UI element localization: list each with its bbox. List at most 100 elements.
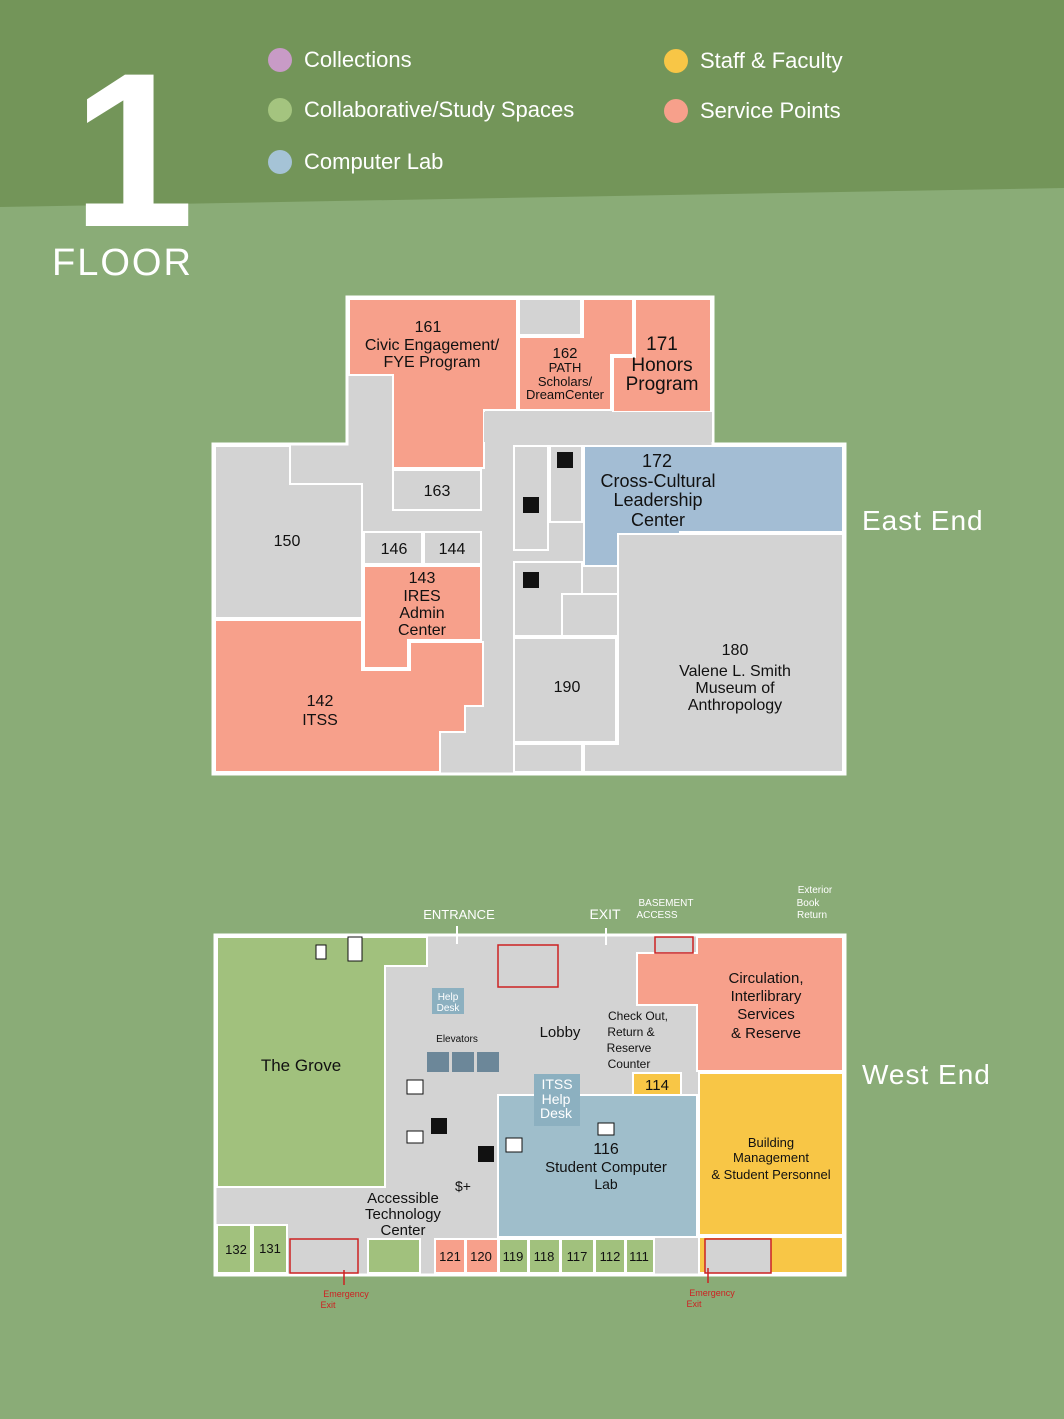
label-118: 118 [534, 1249, 555, 1264]
label-161-a: Civic Engagement/ [365, 337, 500, 354]
room-131[interactable] [252, 1224, 288, 1274]
room-150[interactable] [214, 445, 363, 619]
label-162-num: 162 [552, 345, 577, 362]
all-gender-restroom-icon [523, 572, 539, 588]
room-144[interactable] [423, 531, 482, 565]
basement-label-b: ACCESS [636, 910, 677, 921]
legend-study: Collaborative/Study Spaces [268, 97, 574, 123]
printer-icon [406, 1079, 424, 1095]
west-end-label: West End [862, 1059, 991, 1090]
west-end-plan: ENTRANCE EXIT BASEMENT ACCESS Exterior B… [213, 885, 847, 1310]
elevator-icon [477, 1052, 499, 1072]
collections-dot-icon [268, 48, 292, 72]
room-132[interactable] [216, 1224, 252, 1274]
legend-label: Staff & Faculty [700, 48, 843, 73]
label-172-a: Cross-Cultural [600, 471, 715, 491]
book-return-c: Return [797, 910, 827, 921]
emergency-right-a: Emergency [689, 1288, 735, 1298]
legend-label: Computer Lab [304, 149, 444, 174]
label-161-b: FYE Program [384, 354, 481, 371]
label-143-num: 143 [409, 570, 436, 587]
entrance-label: ENTRANCE [423, 907, 495, 922]
label-162-b: Scholars/ [538, 374, 593, 389]
emergency-left-a: Emergency [323, 1289, 369, 1299]
label-180-c: Anthropology [688, 697, 782, 714]
itss-help-c: Desk [540, 1105, 573, 1121]
accessible-c: Center [380, 1222, 425, 1239]
legend-label: Service Points [700, 98, 841, 123]
building-management[interactable] [698, 1072, 844, 1236]
itss-help-desk[interactable] [534, 1074, 580, 1126]
label-116-b: Lab [594, 1176, 618, 1192]
checkout-d: Counter [608, 1057, 651, 1071]
label-150: 150 [274, 533, 301, 550]
label-143-a: IRES [403, 588, 440, 605]
printer-icon [505, 1137, 523, 1153]
label-161-num: 161 [415, 319, 442, 336]
room-146[interactable] [363, 531, 423, 565]
help-desk-b: Desk [437, 1003, 461, 1014]
room-190[interactable] [513, 637, 617, 743]
label-180-num: 180 [722, 642, 749, 659]
east-end-label: East End [862, 505, 984, 536]
phone-icon [315, 944, 327, 960]
grove-label: The Grove [261, 1056, 341, 1075]
checkout-a: Check Out, [608, 1009, 668, 1023]
restroom-icon [523, 497, 539, 513]
label-171-a: Honors [631, 355, 692, 376]
label-132: 132 [225, 1242, 247, 1257]
room-117[interactable] [560, 1238, 595, 1274]
room-161[interactable] [348, 298, 518, 469]
room-111[interactable] [625, 1238, 655, 1274]
legend-label: Collections [304, 47, 412, 72]
restroom-icon [557, 452, 573, 468]
room-163[interactable] [392, 469, 482, 511]
checkout-b: Return & [607, 1025, 654, 1039]
add-value-label: $+ [455, 1178, 471, 1194]
basement-stairs-icon [654, 936, 694, 954]
staff-dot-icon [664, 49, 688, 73]
label-163: 163 [424, 483, 451, 500]
accessible-a: Accessible [367, 1190, 439, 1207]
itss-help-a: ITSS [541, 1076, 572, 1092]
room-116[interactable] [497, 1094, 698, 1238]
room-142[interactable] [214, 619, 484, 773]
label-172-num: 172 [642, 451, 672, 471]
elevators-label: Elevators [436, 1034, 478, 1045]
label-162-a: PATH [549, 360, 582, 375]
the-grove[interactable] [216, 936, 428, 1188]
lobby-label: Lobby [540, 1024, 581, 1041]
label-121: 121 [439, 1249, 461, 1264]
book-return-a: Exterior [798, 885, 833, 896]
label-144: 144 [439, 541, 466, 558]
emergency-right-b: Exit [686, 1299, 702, 1309]
label-117: 117 [567, 1249, 588, 1264]
help-desk-a: Help [438, 992, 459, 1003]
emergency-left-b: Exit [320, 1300, 336, 1310]
room-162[interactable] [518, 298, 634, 411]
elevator-icon [427, 1052, 449, 1072]
basement-label-a: BASEMENT [638, 898, 693, 909]
label-162-c: DreamCenter [526, 387, 605, 402]
label-171-num: 171 [646, 334, 678, 355]
legend-label: Collaborative/Study Spaces [304, 97, 575, 122]
room-143[interactable] [363, 565, 482, 669]
label-119: 119 [503, 1249, 524, 1264]
header-band [0, 0, 1064, 207]
label-172-c: Center [631, 510, 685, 530]
label-116-a: Student Computer [545, 1159, 667, 1176]
label-142-a: ITSS [302, 712, 338, 729]
computer-lab-dot-icon [268, 150, 292, 174]
exit-label: EXIT [589, 906, 621, 922]
restroom-icon [478, 1146, 494, 1162]
legend-staff: Staff & Faculty [664, 48, 843, 74]
label-142-num: 142 [307, 693, 334, 710]
label-172-b: Leadership [613, 490, 702, 510]
label-143-b: Admin [399, 605, 444, 622]
accessible-b: Technology [365, 1206, 441, 1223]
circulation-b: Interlibrary [731, 988, 802, 1005]
help-desk[interactable] [432, 988, 464, 1014]
room-180[interactable] [583, 533, 844, 773]
study-dot-icon [268, 98, 292, 122]
